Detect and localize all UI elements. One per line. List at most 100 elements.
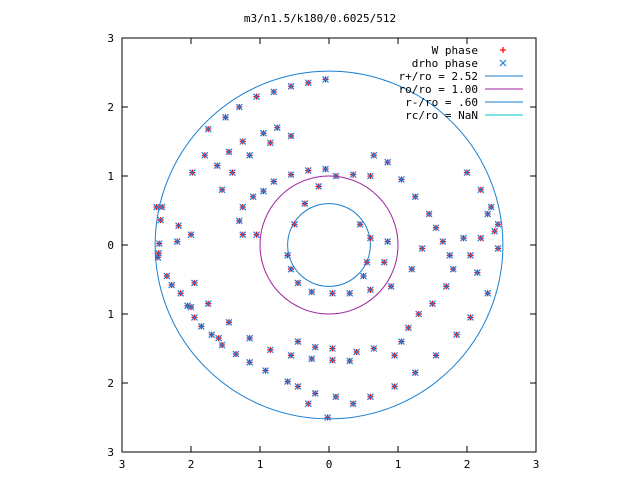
drho-phase-point <box>494 220 502 228</box>
drho-phase-point <box>266 346 274 354</box>
drho-phase-point <box>155 240 163 248</box>
drho-phase-point <box>332 172 340 180</box>
drho-phase-point <box>308 288 316 296</box>
y-tick-label: 3 <box>107 446 114 459</box>
drho-phase-point <box>467 251 474 259</box>
x-tick-label: 3 <box>533 458 540 471</box>
drho-phase-point <box>311 343 319 351</box>
drho-phase-point <box>370 345 378 352</box>
drho-phase-point <box>188 169 196 176</box>
drho-phase-point <box>349 400 357 408</box>
legend-label: drho phase <box>412 57 478 70</box>
drho-phase-point <box>432 224 440 232</box>
drho-phase-point <box>287 171 295 179</box>
drho-phase-point <box>384 158 392 166</box>
drho-phase-point <box>418 245 426 252</box>
y-tick-label: 2 <box>107 101 114 114</box>
drho-phase-point <box>398 338 405 346</box>
drho-phase-point <box>432 351 440 359</box>
drho-phase-point <box>253 231 260 239</box>
legend-label: rc/ro = NaN <box>405 109 478 122</box>
drho-phase-point <box>487 203 495 211</box>
drho-phase-point <box>204 125 212 133</box>
drho-phase-point <box>370 151 378 159</box>
drho-phase-point <box>387 282 395 290</box>
drho-phase-point <box>353 348 361 356</box>
drho-phase-point <box>235 217 243 225</box>
drho-phase-point <box>287 351 295 359</box>
drho-phase-point <box>301 200 309 208</box>
drho-phase-point <box>291 220 298 228</box>
drho-phase-point <box>157 216 165 224</box>
drho-phase-point <box>213 162 221 170</box>
legend-marker <box>500 47 506 53</box>
drho-phase-point <box>366 234 374 242</box>
drho-phase-point <box>439 238 447 245</box>
drho-phase-point <box>349 171 357 179</box>
drho-phase-point <box>324 414 332 421</box>
drho-phase-point <box>449 265 457 273</box>
drho-phase-point <box>311 389 319 397</box>
drho-phase-point <box>215 334 223 342</box>
drho-phase-point <box>228 169 236 176</box>
y-tick-label: 3 <box>107 32 114 45</box>
data-points <box>153 75 502 421</box>
x-tick-label: 1 <box>395 458 402 471</box>
drho-phase-point <box>173 238 181 245</box>
drho-phase-point <box>346 289 354 297</box>
legend-label: ro/ro = 1.00 <box>399 83 478 96</box>
drho-phase-point <box>197 322 205 330</box>
drho-phase-point <box>287 82 295 90</box>
drho-phase-point <box>246 334 254 342</box>
drho-phase-point <box>463 169 471 176</box>
drho-phase-point <box>284 378 292 386</box>
drho-phase-point <box>384 238 392 245</box>
drho-phase-point <box>273 124 281 132</box>
drho-phase-point <box>225 318 233 326</box>
drho-phase-point <box>177 289 185 297</box>
drho-phase-point <box>494 245 502 252</box>
y-tick-label: 2 <box>107 377 114 390</box>
drho-phase-point <box>408 265 416 273</box>
drho-phase-point <box>446 251 454 259</box>
drho-phase-point <box>204 300 212 308</box>
drho-phase-point <box>477 186 485 194</box>
drho-phase-point <box>153 203 160 211</box>
legend-label: W phase <box>432 44 478 57</box>
drho-phase-point <box>168 281 176 289</box>
circle-4 <box>287 203 371 287</box>
drho-phase-point <box>415 310 423 318</box>
circle-2 <box>154 70 504 420</box>
drho-phase-point <box>225 148 233 156</box>
drho-phase-point <box>270 88 278 96</box>
drho-phase-point <box>218 186 226 194</box>
drho-phase-point <box>467 314 474 321</box>
drho-phase-point <box>473 269 481 277</box>
y-tick-label: 1 <box>107 170 114 183</box>
drho-phase-point <box>187 231 195 239</box>
drho-phase-point <box>239 138 247 145</box>
drho-phase-point <box>491 227 499 235</box>
drho-phase-point <box>442 282 450 290</box>
drho-phase-point <box>163 272 171 280</box>
drho-phase-point <box>191 314 198 321</box>
drho-phase-point <box>158 203 166 211</box>
drho-phase-point <box>477 234 485 242</box>
reference-circles <box>154 70 504 420</box>
drho-phase-point <box>356 220 364 228</box>
drho-phase-point <box>453 331 461 339</box>
drho-phase-point <box>294 279 302 287</box>
drho-phase-point <box>366 286 374 294</box>
drho-phase-point <box>266 139 274 147</box>
y-tick-label: 0 <box>107 239 114 252</box>
drho-phase-point <box>239 231 247 239</box>
drho-phase-point <box>322 75 329 83</box>
drho-phase-point <box>304 400 312 408</box>
drho-phase-point <box>366 393 374 401</box>
drho-phase-point <box>411 369 419 377</box>
x-tick-label: 2 <box>464 458 471 471</box>
x-tick-label: 3 <box>119 458 126 471</box>
drho-phase-point <box>304 167 312 174</box>
